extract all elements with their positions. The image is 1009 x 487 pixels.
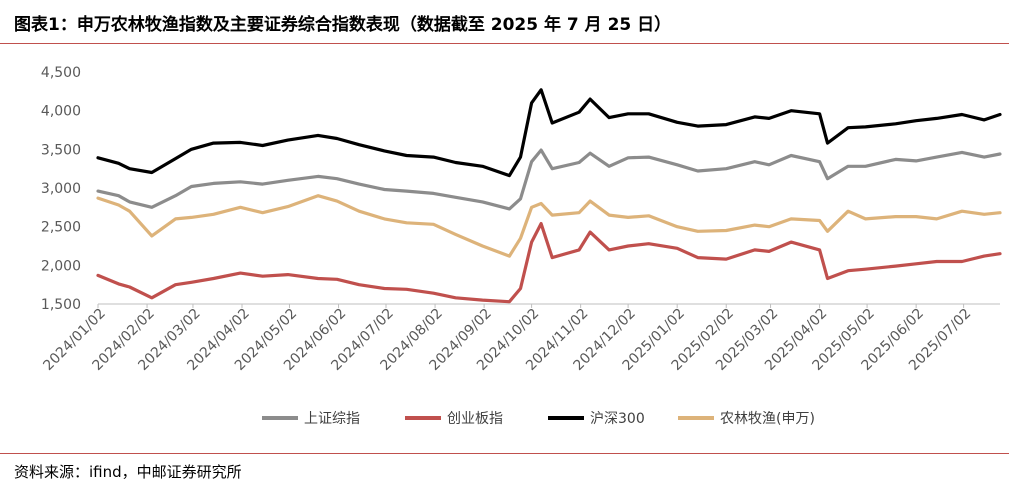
y-tick-label: 2,000 [41, 258, 81, 274]
legend-label: 创业板指 [447, 411, 503, 427]
chart-title: 图表1：申万农林牧渔指数及主要证券综合指数表现（数据截至 2025 年 7 月 … [14, 15, 672, 35]
series-line-3 [96, 88, 1002, 178]
line-chart: 1,500 2,000 2,500 3,000 3,500 4,000 4,500 2024… [40, 65, 1002, 427]
series-line-1 [96, 148, 1002, 211]
legend-label: 上证综指 [304, 411, 360, 427]
y-tick-label: 1,500 [41, 297, 81, 313]
y-tick-label: 3,500 [41, 142, 81, 158]
series-line-4 [96, 194, 1002, 258]
title-divider [0, 43, 1009, 44]
series-layer [96, 88, 1002, 304]
series-line-2 [96, 222, 1002, 304]
legend-label: 农林牧渔(申万) [720, 411, 815, 427]
source-note: 资料来源：ifind，中邮证券研究所 [14, 463, 242, 481]
y-tick-label: 2,500 [41, 220, 81, 236]
y-axis: 1,500 2,000 2,500 3,000 3,500 4,000 4,500 [41, 65, 81, 313]
y-tick-label: 4,500 [41, 65, 81, 81]
y-tick-label: 4,000 [41, 104, 81, 120]
source-divider [0, 453, 1009, 454]
x-axis: 2024/01/022024/02/022024/03/022024/04/02… [40, 304, 974, 374]
y-tick-label: 3,000 [41, 181, 81, 197]
legend: 上证综指 创业板指 沪深300 农林牧渔(申万) [262, 411, 815, 427]
legend-label: 沪深300 [590, 411, 645, 427]
